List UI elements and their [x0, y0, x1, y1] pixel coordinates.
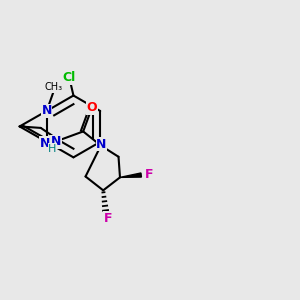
Text: F: F	[104, 212, 112, 225]
Text: N: N	[41, 104, 52, 118]
Text: O: O	[86, 101, 97, 114]
Text: H: H	[48, 143, 57, 154]
Text: Cl: Cl	[63, 71, 76, 84]
Text: N: N	[96, 138, 106, 151]
Text: N: N	[51, 135, 61, 148]
Text: CH₃: CH₃	[44, 82, 62, 92]
Text: F: F	[145, 168, 154, 181]
Polygon shape	[120, 173, 141, 177]
Text: N: N	[40, 137, 50, 150]
